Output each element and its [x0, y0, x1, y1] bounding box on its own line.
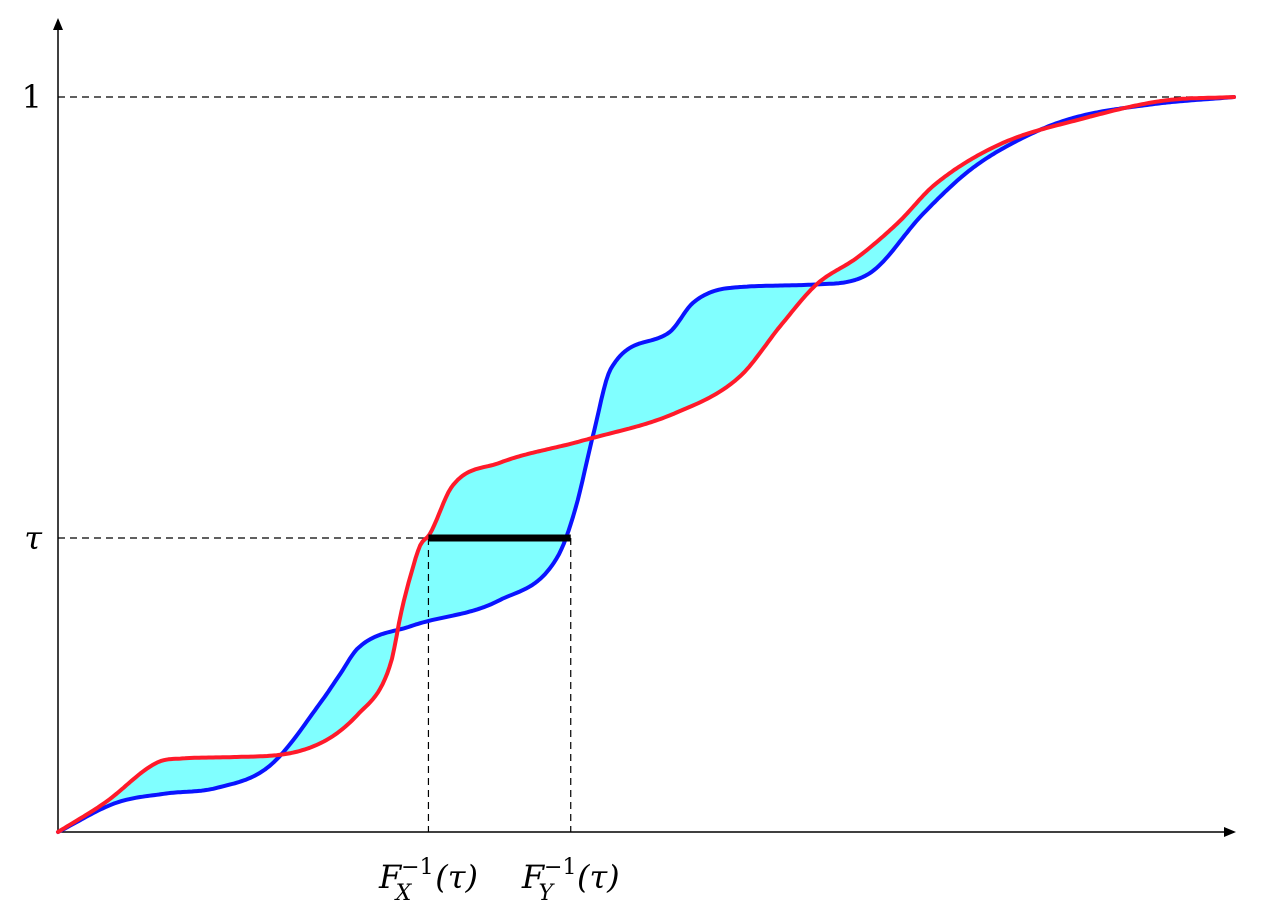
axes: [53, 18, 1236, 837]
series-line-2: [56, 95, 1236, 834]
series-line-1: [56, 95, 1236, 834]
y-tick-label: 1: [22, 78, 42, 116]
x-tick-label: F−1 Y (τ): [521, 855, 620, 906]
difference-fill-area: [58, 97, 1234, 832]
series-layer: [56, 95, 1236, 834]
guide-lines: [58, 96, 1234, 832]
x-tick-label: F−1 X (τ): [378, 855, 478, 906]
tick-labels: 1 τ F−1 X (τ) F−1 Y (τ): [22, 78, 620, 906]
y-tick-label: τ: [24, 519, 43, 557]
